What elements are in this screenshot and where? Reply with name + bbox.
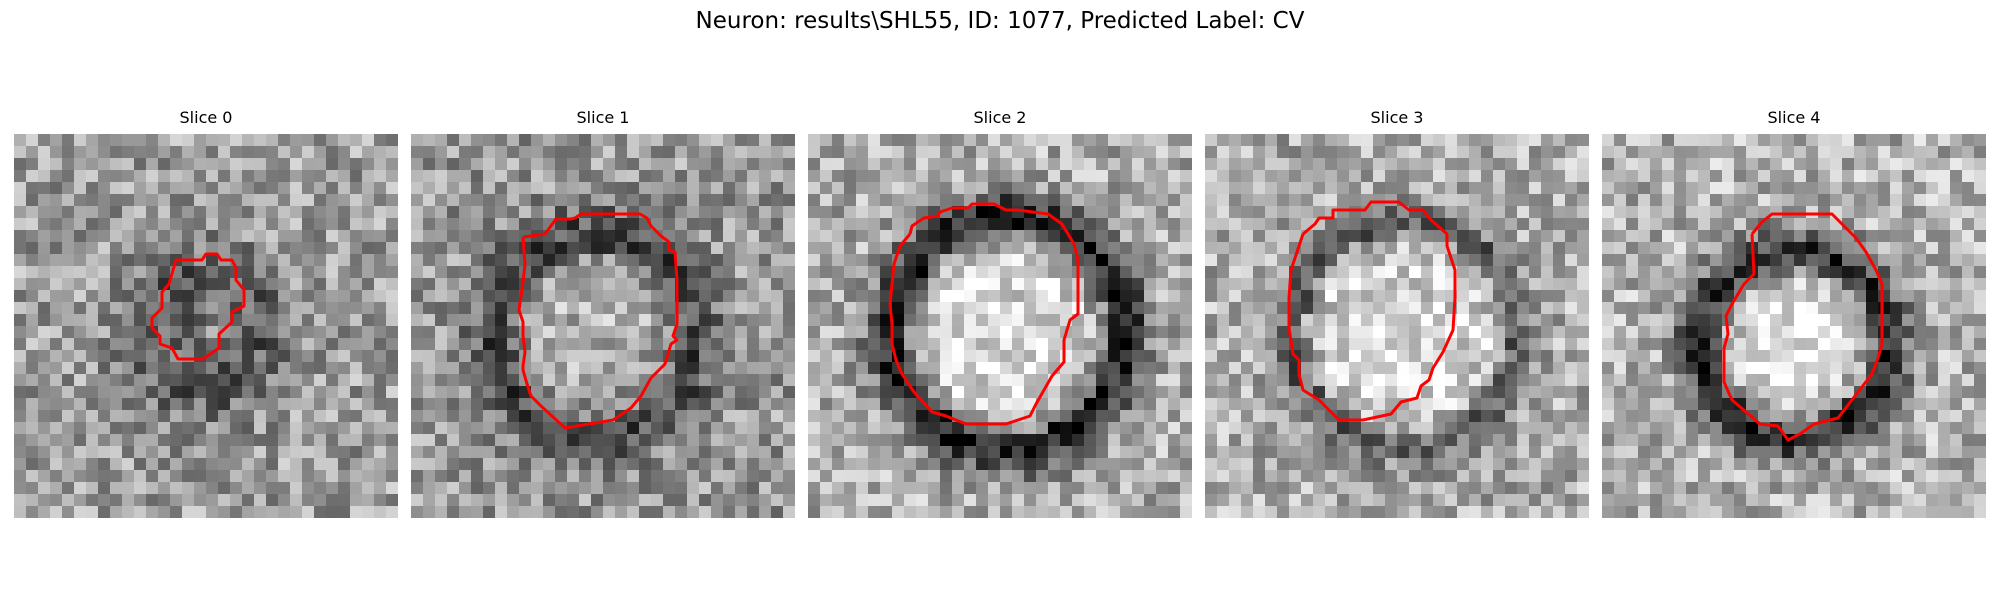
slice-4-pixel-grid xyxy=(1602,134,1986,518)
slice-2-contour xyxy=(888,202,1080,426)
panel-title-slice-4: Slice 4 xyxy=(1767,108,1821,127)
panel-title-slice-3: Slice 3 xyxy=(1370,108,1424,127)
slice-3-contour xyxy=(1287,200,1457,422)
slice-2-image xyxy=(808,134,1192,518)
slice-1-pixel-grid xyxy=(411,134,795,518)
figure-title: Neuron: results\SHL55, ID: 1077, Predict… xyxy=(695,8,1305,34)
slice-3-pixel-grid xyxy=(1205,134,1589,518)
slice-4-image xyxy=(1602,134,1986,518)
slice-4-contour xyxy=(1722,212,1884,442)
slice-3-image xyxy=(1205,134,1589,518)
slice-0-image xyxy=(14,134,398,518)
slice-2-pixel-grid xyxy=(808,134,1192,518)
slice-0-contour xyxy=(150,252,246,361)
panel-title-slice-1: Slice 1 xyxy=(576,108,630,127)
panel-title-slice-0: Slice 0 xyxy=(179,108,233,127)
slice-1-contour xyxy=(517,212,679,430)
panel-title-slice-2: Slice 2 xyxy=(973,108,1027,127)
slice-0-pixel-grid xyxy=(14,134,398,518)
slice-1-image xyxy=(411,134,795,518)
